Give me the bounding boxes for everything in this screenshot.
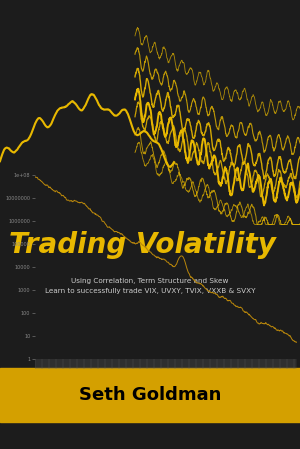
- Bar: [0, 368, 300, 422]
- Text: Trading Volatility: Trading Volatility: [9, 231, 276, 259]
- Text: Learn to successfully trade VIX, UVXY, TVIX, VXXB & SVXY: Learn to successfully trade VIX, UVXY, T…: [45, 288, 255, 294]
- Text: Seth Goldman: Seth Goldman: [79, 386, 221, 404]
- Text: Using Correlation, Term Structure and Skew: Using Correlation, Term Structure and Sk…: [71, 277, 229, 284]
